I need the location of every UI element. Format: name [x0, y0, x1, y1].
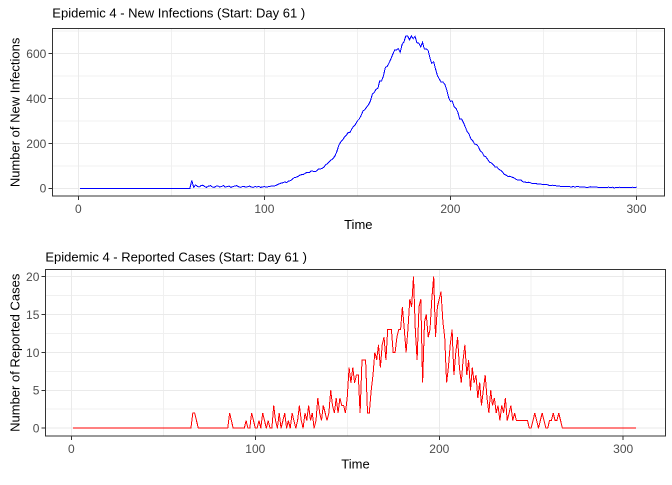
svg-text:0: 0 [68, 442, 75, 456]
svg-text:Epidemic 4 - New Infections (S: Epidemic 4 - New Infections (Start: Day … [52, 6, 305, 21]
svg-text:100: 100 [254, 202, 274, 216]
svg-text:Number of Reported Cases: Number of Reported Cases [7, 273, 22, 432]
svg-text:300: 300 [626, 202, 646, 216]
svg-text:5: 5 [33, 384, 40, 398]
svg-text:Time: Time [341, 457, 369, 472]
svg-text:10: 10 [26, 346, 40, 360]
svg-text:600: 600 [26, 47, 46, 61]
svg-text:15: 15 [26, 308, 40, 322]
svg-text:100: 100 [245, 442, 265, 456]
svg-text:20: 20 [26, 270, 40, 284]
svg-text:Number of New Infections: Number of New Infections [7, 37, 22, 187]
svg-text:200: 200 [429, 442, 449, 456]
svg-text:0: 0 [75, 202, 82, 216]
svg-text:200: 200 [440, 202, 460, 216]
svg-text:200: 200 [26, 137, 46, 151]
svg-text:Time: Time [344, 217, 372, 232]
svg-text:Epidemic 4 - Reported Cases (S: Epidemic 4 - Reported Cases (Start: Day … [45, 249, 307, 264]
svg-text:0: 0 [33, 422, 40, 436]
svg-text:400: 400 [26, 92, 46, 106]
svg-text:300: 300 [613, 442, 633, 456]
svg-text:0: 0 [40, 182, 47, 196]
